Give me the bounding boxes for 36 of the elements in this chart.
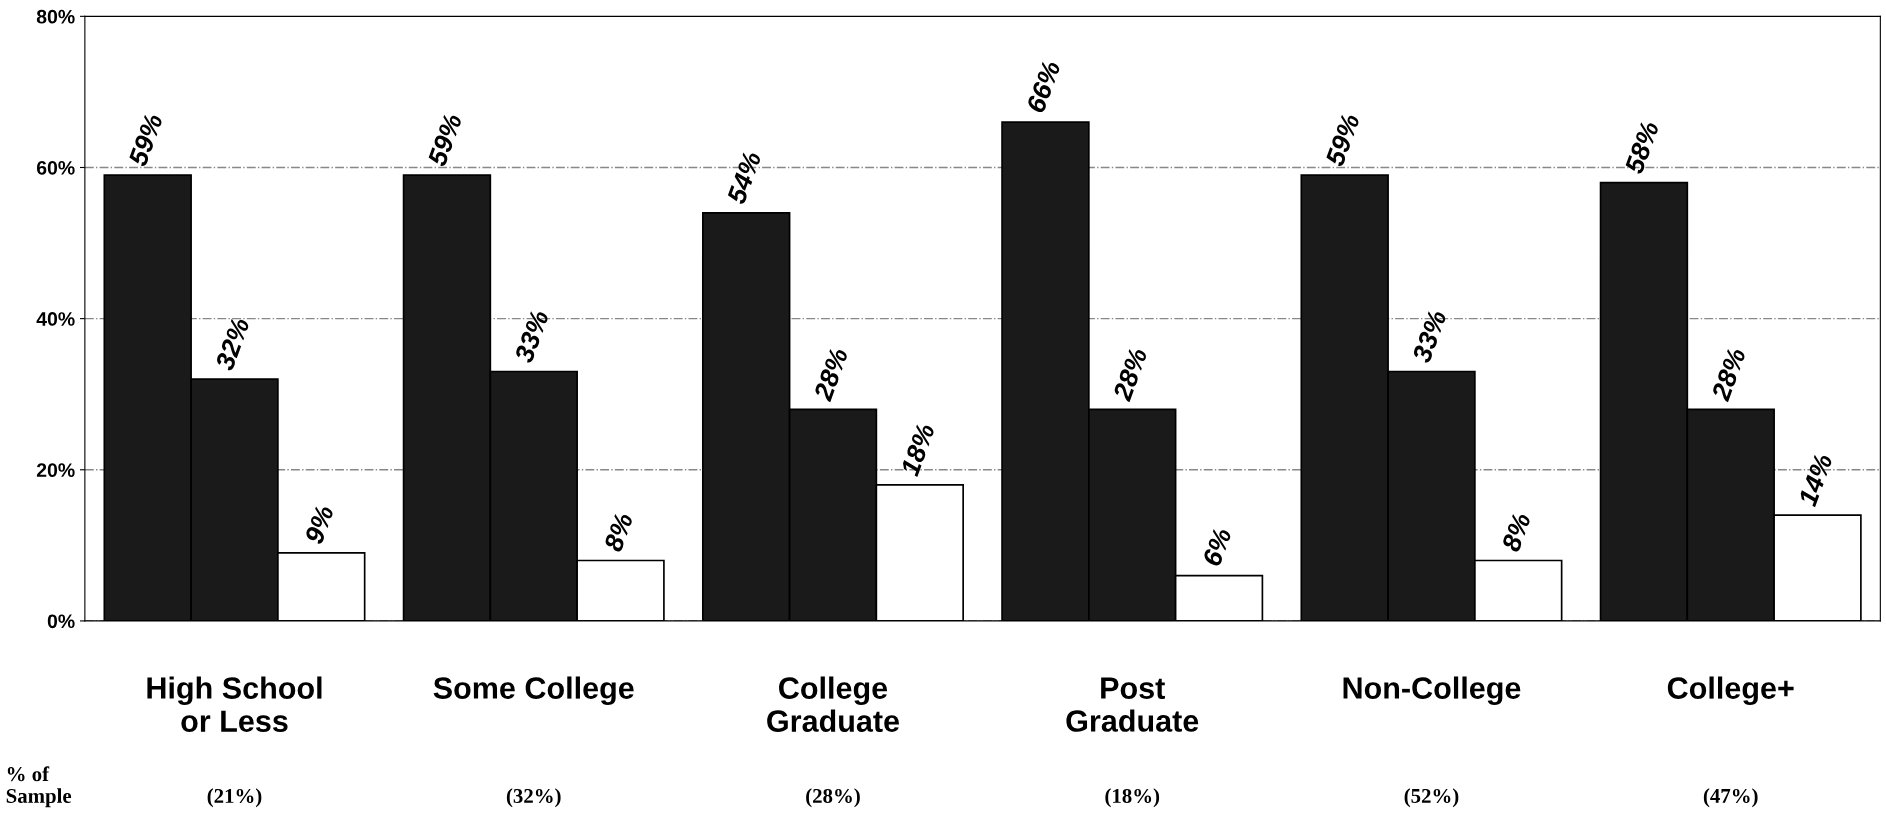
y-tick-label: 80% bbox=[36, 9, 75, 24]
text: (18%) bbox=[1105, 788, 1160, 808]
y-tick-label: 60% bbox=[36, 160, 75, 175]
x-tick-label: College+ bbox=[1667, 676, 1794, 706]
text: (52%) bbox=[1404, 788, 1459, 808]
data-label: 6% bbox=[1202, 526, 1232, 568]
x-tick-label: College Graduate bbox=[767, 676, 900, 732]
data-label: 33% bbox=[1411, 308, 1447, 364]
data-label: 28% bbox=[1112, 346, 1148, 403]
text: (21%) bbox=[207, 788, 262, 808]
data-label: 14% bbox=[1797, 452, 1833, 508]
data-label: 28% bbox=[812, 346, 849, 403]
text: (32%) bbox=[506, 788, 561, 808]
y-tick-label: 0% bbox=[47, 614, 75, 629]
data-label: 66% bbox=[1025, 59, 1061, 114]
x-tick-label: Post Graduate bbox=[1066, 677, 1199, 732]
y-tick-label: 20% bbox=[36, 463, 75, 478]
data-label: 59% bbox=[127, 112, 164, 168]
y-tick-label: 40% bbox=[36, 312, 75, 326]
data-label: 59% bbox=[427, 112, 463, 168]
text: % of Sample bbox=[6, 766, 72, 808]
data-label: 8% bbox=[603, 511, 634, 553]
text: (28%) bbox=[806, 788, 860, 808]
x-tick-label: Some College bbox=[433, 676, 634, 706]
data-label: 33% bbox=[513, 308, 550, 364]
x-tick-label: Non-College bbox=[1343, 676, 1521, 706]
text: (47%) bbox=[1703, 788, 1758, 808]
data-label: 9% bbox=[304, 504, 335, 545]
x-tick-label: High School or Less bbox=[147, 676, 322, 732]
data-label: 18% bbox=[899, 422, 936, 478]
data-label: 58% bbox=[1624, 119, 1660, 176]
data-label: 8% bbox=[1500, 511, 1532, 553]
data-label: 54% bbox=[726, 150, 762, 206]
data-label: 32% bbox=[214, 316, 250, 372]
data-label: 59% bbox=[1324, 112, 1361, 168]
data-label: 28% bbox=[1710, 346, 1747, 403]
